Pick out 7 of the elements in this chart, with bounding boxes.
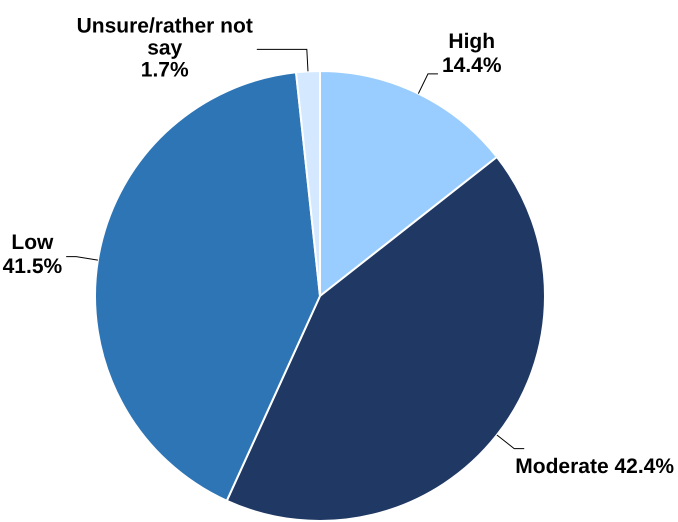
- slice-label: High: [448, 30, 496, 54]
- data-label: 14.4%: [442, 54, 502, 78]
- slice-label: Unsure/rather not say: [76, 14, 253, 60]
- slice-label: Moderate 42.4%: [515, 454, 674, 478]
- slice-label: Low: [11, 230, 54, 254]
- data-label: 41.5%: [2, 254, 62, 278]
- data-label: 1.7%: [140, 58, 189, 82]
